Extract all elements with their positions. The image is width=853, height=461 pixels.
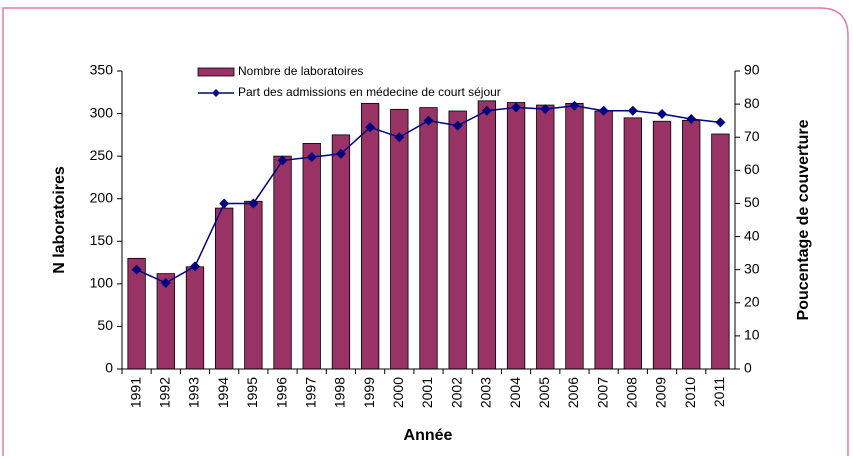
bar (331, 134, 351, 370)
y2-tick-label: 50 (744, 194, 760, 210)
x-tick-label: 2007 (594, 377, 610, 408)
line-marker (715, 117, 726, 128)
y-tick-label: 300 (90, 104, 114, 120)
x-tick-label: 1993 (186, 377, 202, 408)
line-marker (306, 152, 317, 163)
bar (156, 273, 175, 370)
bar (623, 117, 642, 370)
x-tick-label: 1994 (215, 377, 231, 408)
y2-tick-label: 70 (744, 128, 760, 144)
line-marker (189, 261, 200, 272)
x-tick-label: 2006 (565, 377, 581, 408)
y2-tick-label: 20 (744, 293, 760, 309)
bar (448, 110, 467, 370)
line-marker (277, 155, 288, 166)
line-marker (423, 115, 434, 126)
line-marker (131, 264, 142, 275)
line-marker (540, 104, 551, 115)
y2-tick-label: 10 (744, 327, 760, 343)
line-marker (365, 122, 376, 133)
legend-marker (212, 89, 220, 97)
bar (506, 102, 526, 370)
y-tick-label: 250 (90, 147, 114, 163)
line-marker (627, 105, 638, 116)
x-tick-label: 2001 (419, 377, 435, 408)
y2-tick-label: 90 (744, 62, 760, 78)
line-marker (248, 198, 259, 209)
x-tick-label: 1991 (127, 377, 143, 408)
line-marker (219, 198, 230, 209)
y-axis-title: N laboratoires (51, 166, 68, 274)
bar (419, 107, 438, 370)
y-tick-label: 0 (105, 360, 113, 376)
bar (682, 119, 701, 370)
bar (127, 257, 146, 370)
bar (536, 104, 555, 370)
y-tick-label: 200 (90, 189, 114, 205)
y2-tick-label: 0 (744, 360, 752, 376)
line-marker (481, 105, 492, 116)
x-axis-title: Année (404, 427, 453, 444)
y-tick-label: 150 (90, 232, 114, 248)
bar (185, 266, 205, 370)
line-marker (160, 277, 171, 288)
x-tick-label: 2004 (507, 377, 523, 408)
bar (477, 100, 497, 370)
line-marker (657, 109, 668, 120)
y-tick-label: 350 (90, 62, 114, 78)
bar (652, 120, 672, 370)
x-tick-label: 1992 (156, 377, 172, 408)
line-marker (511, 102, 522, 113)
x-tick-label: 1995 (244, 377, 260, 408)
bar (302, 142, 321, 370)
line-marker (569, 100, 580, 111)
x-tick-label: 1999 (361, 377, 377, 408)
x-tick-label: 2000 (390, 377, 406, 408)
y2-axis-title: Poucentage de couverture (795, 119, 812, 320)
legend-label: Part des admissions en médecine de court… (238, 85, 501, 99)
frame (2, 7, 849, 456)
y2-tick-label: 80 (744, 95, 760, 111)
bar (215, 207, 234, 370)
x-tick-label: 2005 (536, 377, 552, 408)
x-tick-label: 2010 (682, 377, 698, 408)
x-tick-label: 2008 (624, 377, 640, 408)
legend-swatch (197, 67, 235, 77)
y2-tick-label: 40 (744, 227, 760, 243)
y-tick-label: 50 (97, 317, 113, 333)
line-marker (394, 132, 405, 143)
bar (360, 102, 380, 370)
x-tick-label: 2011 (711, 377, 727, 407)
y2-tick-label: 30 (744, 260, 760, 276)
y-tick-label: 100 (90, 275, 114, 291)
x-tick-label: 2003 (478, 377, 494, 408)
bar (244, 200, 263, 370)
x-tick-label: 1996 (273, 377, 289, 408)
bar (565, 102, 584, 370)
x-tick-label: 1997 (302, 377, 318, 408)
bar (594, 110, 613, 370)
line-marker (452, 120, 463, 131)
x-tick-label: 2002 (448, 377, 464, 408)
line-marker (335, 148, 346, 159)
line-marker (686, 114, 697, 125)
legend-label: Nombre de laboratoires (238, 64, 363, 78)
line-marker (598, 105, 609, 116)
x-tick-label: 1998 (332, 377, 348, 408)
bar (390, 108, 409, 370)
bar (711, 133, 730, 370)
y2-tick-label: 60 (744, 161, 760, 177)
bar (273, 155, 292, 370)
x-tick-label: 2009 (653, 377, 669, 408)
